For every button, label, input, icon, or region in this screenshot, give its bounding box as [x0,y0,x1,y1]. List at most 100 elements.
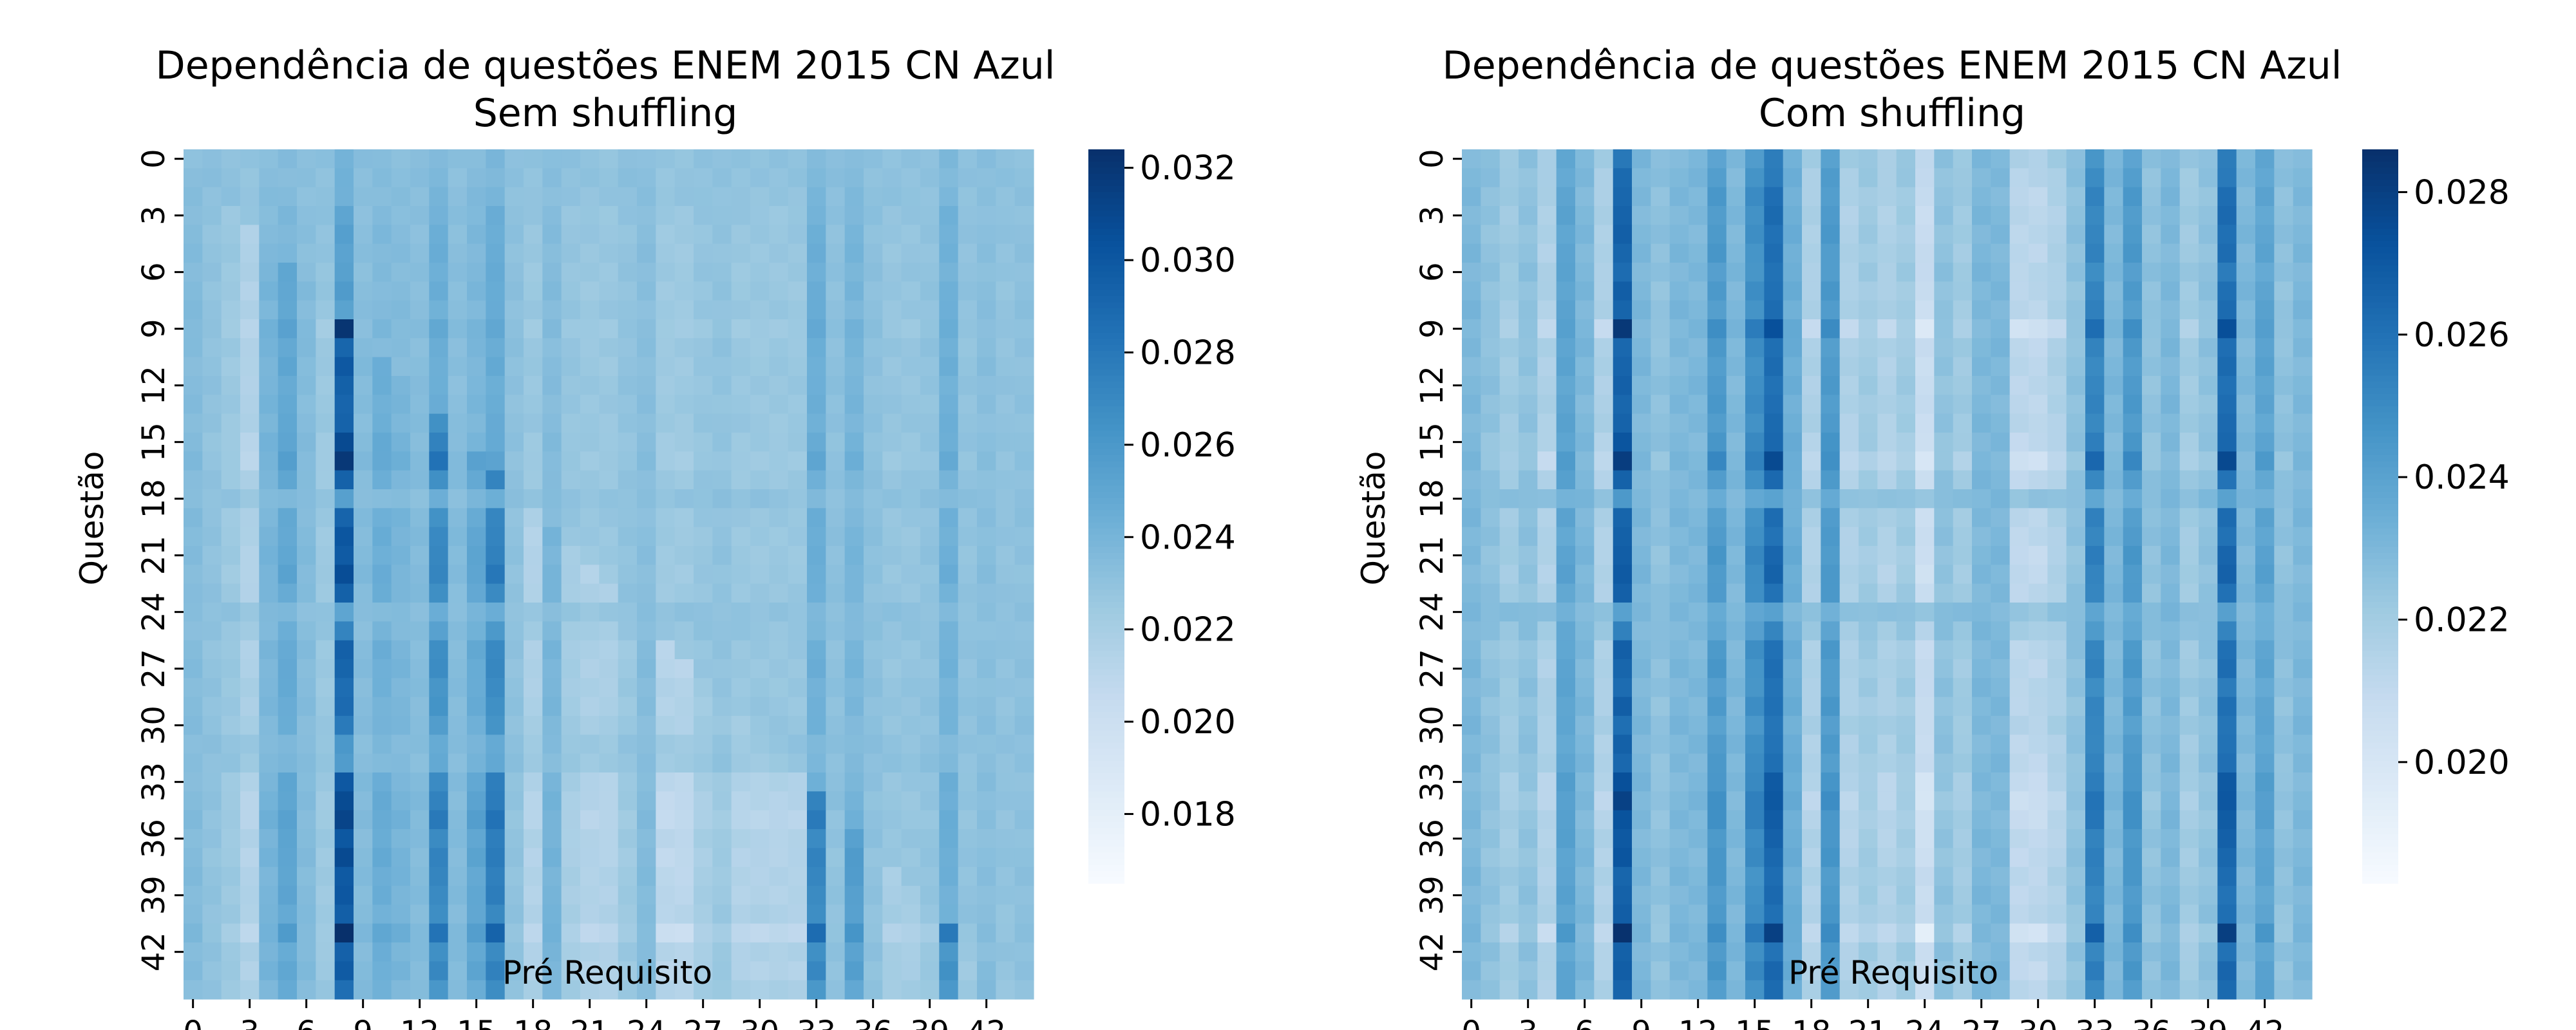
heatmap-cell [372,659,392,679]
heatmap-cell [694,753,713,773]
colorbar-gradient-step [1088,718,1124,725]
heatmap-cell [2047,659,2067,679]
heatmap-cell [1896,508,1916,528]
heatmap-cell [221,621,241,641]
heatmap-cell [656,678,676,698]
heatmap-cell [694,565,713,585]
heatmap-cell [1462,659,1481,679]
heatmap-cell [2142,225,2161,245]
heatmap-cell [297,470,316,490]
heatmap-cell [486,980,506,1000]
heatmap-cell [2009,187,2029,207]
heatmap-cell [1915,791,1935,811]
heatmap-cell [1839,678,1859,698]
heatmap-cell [656,243,676,263]
heatmap-cell [731,735,751,754]
heatmap-cell [391,848,411,868]
heatmap-cell [1462,886,1481,905]
heatmap-cell [429,886,449,905]
heatmap-cell [2123,263,2143,282]
heatmap-cell [2217,508,2237,528]
heatmap-cell [2179,923,2199,943]
heatmap-cell [750,357,770,377]
heatmap-cell [1764,395,1784,415]
heatmap-cell [618,300,638,320]
heatmap-cell [2255,772,2275,792]
heatmap-cell [1745,697,1765,716]
heatmap-cell [1877,678,1897,698]
heatmap-cell [694,470,713,490]
heatmap-cell [202,735,222,754]
heatmap-cell [2255,433,2275,452]
heatmap-cell [297,243,316,263]
heatmap-cell [1726,470,1746,490]
heatmap-cell [864,697,883,716]
heatmap-cell [2104,583,2124,603]
heatmap-cell [221,433,241,452]
heatmap-cell [958,829,978,848]
colorbar-gradient-step [1088,443,1124,450]
heatmap-cell [1821,942,1841,962]
heatmap-cell [429,866,449,886]
heatmap-cell [410,942,430,962]
heatmap-cell [618,433,638,452]
heatmap-cell [2009,546,2029,565]
heatmap-cell [637,546,656,565]
heatmap-cell [864,904,883,924]
heatmap-cell [1537,527,1557,547]
heatmap-cell [1745,961,1765,981]
heatmap-cell [2293,583,2313,603]
heatmap-cell [637,735,656,754]
heatmap-cell [807,470,826,490]
heatmap-cell [2236,791,2256,811]
heatmap-cell [278,433,298,452]
heatmap-cell [448,546,468,565]
heatmap-cell [920,886,940,905]
heatmap-cell [221,848,241,868]
heatmap-cell [769,848,789,868]
heatmap-cell [1934,829,1954,848]
heatmap-cell [561,263,581,282]
heatmap-cell [1745,168,1765,188]
heatmap-cell [958,149,978,169]
heatmap-cell [712,225,732,245]
heatmap-cell [354,866,373,886]
colorbar-gradient-step [2362,852,2398,859]
heatmap-cell [694,451,713,471]
heatmap-cell [504,716,524,735]
heatmap-cell [844,904,864,924]
heatmap-cell [2274,281,2294,301]
colorbar-gradient-step [1088,321,1124,328]
heatmap-cell [2123,791,2143,811]
heatmap-cell [542,470,562,490]
heatmap-cell [1537,319,1557,339]
heatmap-cell [184,697,203,716]
heatmap-cell [2236,886,2256,905]
heatmap-cell [486,149,506,169]
heatmap-cell [486,961,506,981]
heatmap-cell [1462,413,1481,433]
heatmap-cell [1462,225,1481,245]
heatmap-cell [656,923,676,943]
heatmap-cell [1519,338,1538,358]
heatmap-cell [1669,810,1689,830]
heatmap-cell [637,791,656,811]
heatmap-cell [2142,508,2161,528]
heatmap-cell [694,697,713,716]
heatmap-cell [1632,735,1651,754]
heatmap-cell [1632,546,1651,565]
heatmap-cell [2217,187,2237,207]
heatmap-cell [448,848,468,868]
heatmap-cell [504,281,524,301]
heatmap-cell [637,640,656,660]
heatmap-cell [221,263,241,282]
heatmap-cell [1859,546,1878,565]
heatmap-cell [372,376,392,395]
heatmap-cell [882,357,902,377]
heatmap-cell [1462,508,1481,528]
heatmap-cell [807,904,826,924]
heatmap-cell [1839,565,1859,585]
heatmap-cell [674,603,694,622]
heatmap-cell [977,678,996,698]
heatmap-cell [637,300,656,320]
